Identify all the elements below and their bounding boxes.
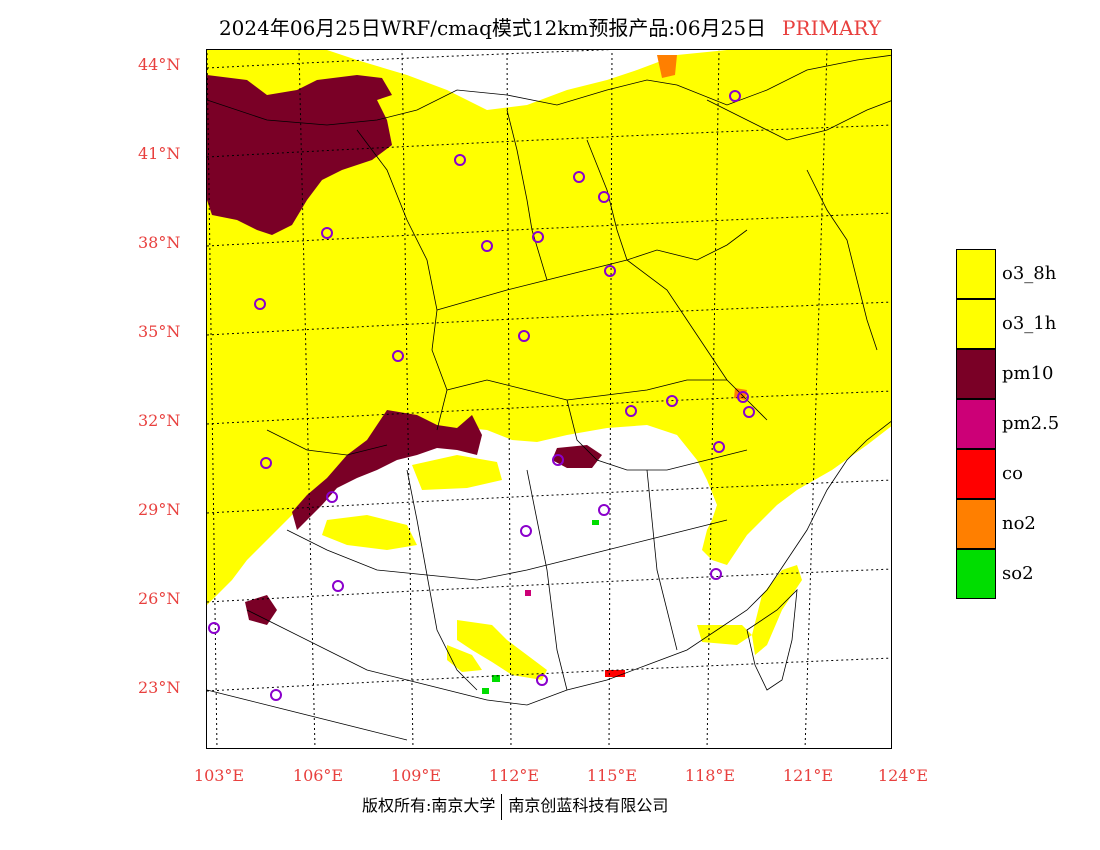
legend-label: o3_1h [1002,313,1057,334]
o3-patch-taiwan [697,625,752,645]
lat-label-38: 38°N [138,233,181,252]
map-title: 2024年06月25日WRF/cmaq模式12km预报产品:06月25日 PRIM… [0,12,1100,41]
lon-label-103: 103°E [193,766,245,785]
province-boundaries [207,54,891,741]
so2-spot-b [482,688,489,694]
so2-spot-a [492,675,500,682]
o3-patch-south-b [447,645,482,672]
legend-label: pm10 [1002,363,1054,384]
lon-label-115: 115°E [586,766,638,785]
lat-label-26: 26°N [138,589,181,608]
legend-swatch [956,349,996,399]
pollutant-map [207,50,891,748]
lon-label-109: 109°E [390,766,442,785]
lat-label-23: 23°N [138,678,181,697]
lon-label-118: 118°E [684,766,736,785]
legend-swatch [956,399,996,449]
lat-label-41: 41°N [138,144,181,163]
copyright-footer: 版权所有:南京大学 南京创蓝科技有限公司 [362,792,668,820]
copyright-left: 版权所有:南京大学 [362,796,496,815]
lon-label-124: 124°E [877,766,929,785]
pm10-region-central [292,410,482,530]
map-panel [206,49,892,749]
o3-patch-hunan [412,455,502,490]
legend-swatch [956,499,996,549]
co-spot [605,670,625,677]
o3-patch-south-a [457,620,547,680]
legend-label: so2 [1002,563,1034,584]
legend-swatch [956,549,996,599]
lon-label-112: 112°E [488,766,540,785]
map-title-text: 2024年06月25日WRF/cmaq模式12km预报产品:06月25日 [218,16,767,40]
legend-label: o3_8h [1002,263,1057,284]
no2-spot-north [657,55,677,78]
o3-region-north [207,50,891,605]
lat-label-32: 32°N [138,411,181,430]
legend-label: co [1002,463,1023,484]
o3-patch-guizhou [322,515,417,550]
copyright-right: 南京创蓝科技有限公司 [508,796,669,815]
lon-label-121: 121°E [782,766,834,785]
lat-label-44: 44°N [138,55,181,74]
lat-label-29: 29°N [138,500,181,519]
lat-label-35: 35°N [138,322,181,341]
primary-tag: PRIMARY [782,16,882,40]
legend-swatch [956,249,996,299]
pm10-region-hubei [552,445,602,468]
footer-divider [501,793,503,820]
legend-swatch [956,299,996,349]
station-markers [208,90,755,701]
pm25-spot [525,590,531,596]
legend-label: pm2.5 [1002,413,1060,434]
pm10-region-yunnan [245,595,277,625]
lon-label-106: 106°E [292,766,344,785]
legend-label: no2 [1002,513,1036,534]
legend-swatch [956,449,996,499]
so2-spot-c [592,520,599,525]
